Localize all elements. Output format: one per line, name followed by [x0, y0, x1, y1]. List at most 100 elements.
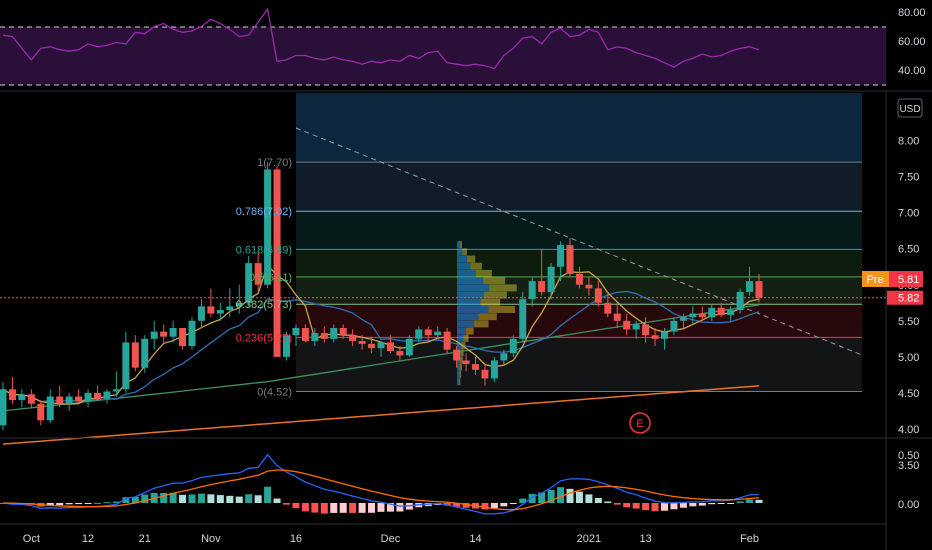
price-pane[interactable]: 1(7.70) 0.786(7.02) 0.618(6.49) 0.5(6.11) 0.…: [0, 93, 886, 445]
macd-bar-68: [642, 503, 650, 511]
rsi-line: [2, 7, 760, 70]
candle-body-78: [736, 291, 744, 310]
candle-body-20: [188, 320, 196, 347]
fib-label-0.786: 0.786(7.02): [236, 206, 292, 218]
fib-label-0.236: 0.236(5.27): [236, 332, 292, 344]
candle-body-59: [557, 245, 565, 267]
macd-bar-11: [103, 502, 111, 504]
candle-body-15: [141, 338, 149, 368]
macd-bar-15: [141, 494, 149, 503]
candle-body-11: [103, 391, 111, 399]
macd-bar-19: [179, 494, 187, 503]
candle-body-37: [349, 335, 357, 341]
candle-body-42: [396, 351, 404, 356]
volume-profile-down-12: [466, 327, 474, 335]
time-axis[interactable]: Oct 12 21 Nov 16 Dec 14 2021 13 Feb: [23, 533, 759, 545]
candle-body-3: [27, 394, 35, 404]
volume-profile-down-3: [470, 262, 482, 270]
fibonacci-retracement[interactable]: [296, 93, 862, 392]
macd-bar-36: [339, 503, 347, 513]
candle-body-68: [642, 324, 650, 336]
rsi-tick-40: 40.00: [898, 65, 926, 77]
candle-body-28: [264, 169, 272, 285]
premarket-price-tag: [889, 271, 923, 287]
last-price-value: 5.82: [898, 293, 919, 305]
fib-trend-line[interactable]: [295, 127, 863, 356]
price-axis[interactable]: 8.007.507.006.506.005.505.004.504.003.50…: [862, 91, 923, 550]
candle-body-62: [585, 284, 593, 289]
time-label-7: 2021: [577, 533, 601, 545]
candle-body-53: [500, 353, 508, 361]
time-label-5: Dec: [381, 533, 401, 545]
earnings-circle[interactable]: [629, 412, 651, 434]
candle-body-67: [632, 324, 640, 330]
candle-body-0: [0, 389, 7, 426]
volume-profile-down-17: [459, 363, 462, 371]
price-tick-6: 5.00: [898, 352, 919, 364]
macd-bar-35: [330, 503, 338, 513]
fib-zone-0.618: [296, 211, 862, 250]
price-tick-2: 7.00: [898, 208, 919, 220]
candle-body-34: [320, 333, 328, 339]
macd-bar-41: [386, 503, 394, 512]
macd-bar-72: [679, 503, 687, 508]
rsi-band: [0, 27, 886, 85]
volume-profile-up-18: [457, 370, 460, 378]
macd-bar-57: [538, 492, 546, 503]
macd-bar-74: [698, 503, 706, 506]
macd-bar-29: [273, 498, 281, 503]
candle-body-32: [301, 328, 309, 341]
macd-bar-63: [594, 497, 602, 503]
candle-body-23: [216, 309, 224, 314]
volume-profile-down-9: [488, 305, 516, 313]
candle-body-31: [292, 328, 300, 336]
currency-label: USD: [899, 104, 920, 115]
candle-body-21: [197, 306, 205, 321]
macd-bar-13: [122, 497, 130, 503]
volume-profile-up-5: [457, 277, 484, 285]
earnings-marker[interactable]: E: [629, 412, 651, 434]
macd-bar-39: [368, 503, 376, 513]
candle-body-18: [169, 328, 177, 337]
earnings-letter: E: [636, 418, 643, 430]
candle-body-12: [112, 389, 120, 392]
volume-profile-up-7: [457, 291, 484, 299]
volume-profile-up-8: [457, 298, 481, 306]
volume-profile-up-10: [457, 313, 479, 321]
candle-body-16: [150, 331, 158, 339]
currency-button[interactable]: [897, 98, 923, 118]
macd-bar-10: [94, 502, 101, 504]
candle-body-77: [727, 309, 735, 316]
macd-bar-30: [283, 503, 290, 505]
candle-body-22: [207, 306, 215, 314]
premarket-tag-label-bg: [862, 271, 889, 287]
candle-body-7: [65, 396, 73, 404]
candle-body-52: [490, 360, 498, 379]
time-label-6: 14: [469, 533, 481, 545]
candle-body-47: [443, 331, 451, 350]
macd-bar-54: [509, 503, 517, 504]
candle-body-38: [358, 340, 366, 344]
time-label-4: 16: [290, 533, 302, 545]
macd-bar-58: [547, 489, 555, 503]
macd-bar-77: [727, 503, 735, 504]
macd-bar-42: [396, 503, 404, 512]
macd-bar-40: [377, 503, 385, 512]
candle-body-75: [708, 307, 716, 318]
macd-tick-050: 0.50: [898, 450, 919, 462]
macd-bar-70: [661, 503, 668, 511]
volume-profile: [457, 241, 517, 386]
candles[interactable]: [0, 162, 763, 431]
macd-bar-53: [500, 503, 508, 507]
macd-bar-59: [557, 487, 565, 503]
volume-profile-down-0: [459, 241, 462, 249]
macd-bar-31: [292, 503, 300, 509]
macd-bar-55: [519, 498, 527, 503]
price-tick-0: 8.00: [898, 136, 919, 148]
macd-bar-78: [736, 501, 744, 503]
candle-body-26: [245, 263, 253, 303]
macd-bar-22: [207, 494, 215, 503]
candle-body-19: [179, 328, 187, 347]
candle-body-43: [405, 338, 413, 356]
